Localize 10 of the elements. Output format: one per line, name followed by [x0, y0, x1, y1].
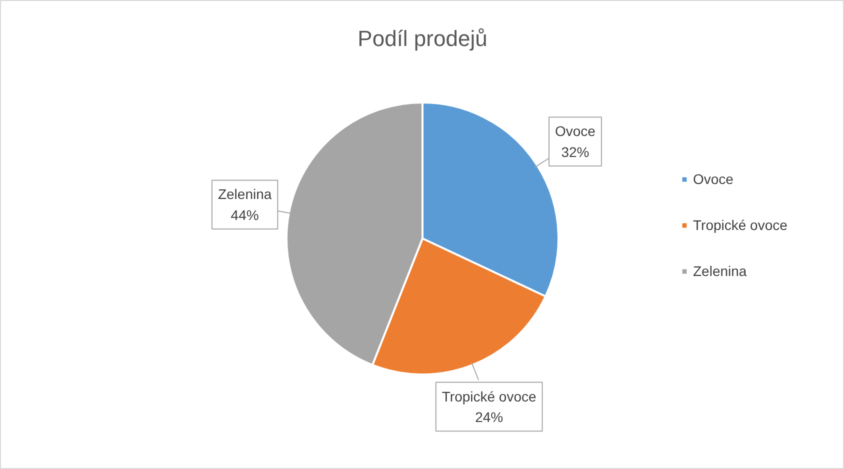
- data-label: 44%: [230, 207, 259, 224]
- data-label: 24%: [475, 409, 504, 426]
- data-label: 32%: [561, 144, 590, 160]
- chart-title: Podíl prodejů: [358, 26, 488, 51]
- legend-label: Zelenina: [693, 263, 747, 279]
- slice-label: Zelenina: [218, 186, 272, 202]
- slice-label: Tropické ovoce: [442, 388, 537, 404]
- slice-label: Ovoce: [554, 123, 596, 140]
- legend-label: Ovoce: [693, 171, 734, 187]
- legend-label: Tropické ovoce: [693, 217, 788, 233]
